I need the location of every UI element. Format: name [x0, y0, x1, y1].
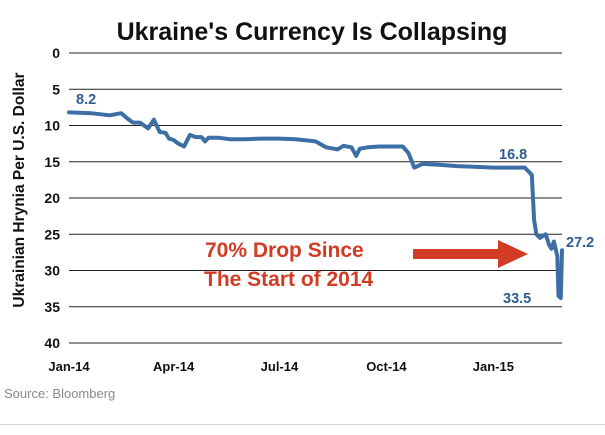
source-note: Source: Bloomberg: [4, 386, 116, 401]
y-tick-label: 0: [52, 45, 60, 61]
x-tick-label: Jan-15: [473, 359, 514, 374]
x-tick-label: Oct-14: [366, 359, 407, 374]
y-tick-label: 35: [44, 299, 60, 315]
y-tick-label: 25: [44, 226, 60, 242]
data-label-start: 8.2: [76, 92, 96, 108]
data-label-low: 33.5: [503, 291, 531, 307]
y-axis-label: Ukrainian Hrynia Per U.S. Dollar: [11, 72, 28, 307]
annotation-arrow: [413, 240, 528, 268]
y-tick-label: 20: [44, 190, 60, 206]
annotation-line-2: The Start of 2014: [204, 268, 374, 291]
gridlines: [69, 52, 562, 344]
x-tick-label: Jan-14: [48, 359, 90, 374]
y-tick-label: 40: [44, 335, 60, 351]
x-tick-labels: Jan-14 Apr-14 Jul-14 Oct-14 Jan-15: [48, 359, 514, 374]
chart-title: Ukraine's Currency Is Collapsing: [117, 18, 508, 46]
data-label-latest: 27.2: [566, 235, 594, 251]
annotation-line-1: 70% Drop Since: [205, 239, 364, 262]
x-tick-label: Jul-14: [261, 359, 299, 374]
y-tick-label: 10: [44, 118, 60, 134]
x-tick-label: Apr-14: [153, 359, 195, 374]
bottom-divider: [0, 424, 605, 425]
y-tick-label: 15: [44, 154, 60, 170]
y-tick-labels: 0 5 10 15 20 25 30 35 40: [44, 45, 60, 351]
series-line: [67, 110, 564, 300]
data-label-peak-before-drop: 16.8: [499, 147, 527, 163]
y-tick-label: 5: [52, 81, 60, 97]
y-tick-label: 30: [44, 263, 60, 279]
